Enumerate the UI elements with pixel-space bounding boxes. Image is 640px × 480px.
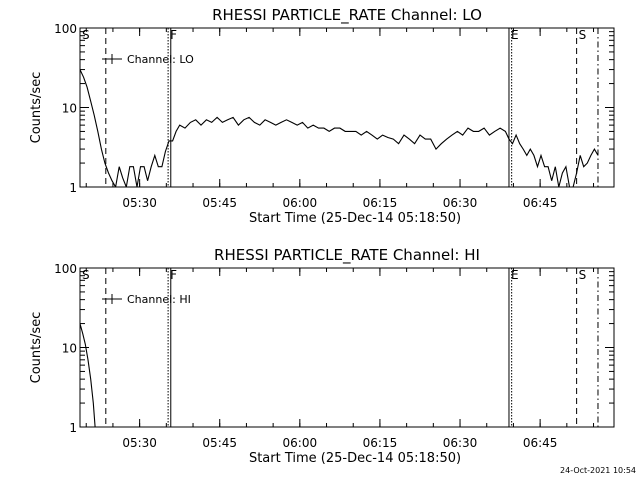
event-marker-label: E (511, 268, 519, 282)
y-axis-label: Counts/sec (29, 312, 44, 384)
x-tick-label: 05:45 (202, 436, 237, 450)
plot-frame (79, 267, 615, 428)
x-tick-label: 06:00 (283, 196, 318, 210)
y-tick-label: 100 (54, 262, 77, 276)
chart-title: RHESSI PARTICLE_RATE Channel: HI (214, 246, 480, 265)
event-marker-label: F (170, 28, 177, 42)
legend: Channel: LO (102, 53, 194, 66)
chart-panel-2: RHESSI PARTICLE_RATE Channel: HI 1 10 100 05… (29, 246, 615, 466)
legend: Channel: HI (102, 293, 191, 306)
event-marker-label: S (579, 268, 587, 282)
event-marker-label: F (170, 268, 177, 282)
y-tick-label: 10 (62, 102, 77, 116)
x-tick-label: 06:15 (363, 196, 398, 210)
y-tick-label: 100 (54, 22, 77, 36)
x-tick-label: 06:45 (523, 436, 558, 450)
y-axis-label: Counts/sec (29, 72, 44, 144)
event-marker-label: E (511, 28, 519, 42)
y-tick-label: 1 (69, 181, 77, 195)
y-tick-label: 1 (69, 421, 77, 435)
event-marker-label: S (82, 28, 90, 42)
x-axis-label: Start Time (25-Dec-14 05:18:50) (249, 211, 461, 226)
x-tick-label: 06:30 (443, 436, 478, 450)
legend-entry: Channel: LO (127, 53, 194, 66)
chart-panel-1: RHESSI PARTICLE_RATE Channel: LO 1 10 100 05… (29, 6, 615, 226)
y-tick-label: 10 (62, 342, 77, 356)
x-tick-label: 05:30 (122, 436, 157, 450)
x-tick-label: 05:45 (202, 196, 237, 210)
footer-timestamp: 24-Oct-2021 10:54 (560, 466, 636, 475)
x-tick-label: 05:30 (122, 196, 157, 210)
x-tick-label: 06:30 (443, 196, 478, 210)
series-line (80, 323, 96, 427)
series-line (80, 69, 599, 187)
x-axis-label: Start Time (25-Dec-14 05:18:50) (249, 451, 461, 466)
event-marker-label: S (579, 28, 587, 42)
x-tick-label: 06:15 (363, 436, 398, 450)
event-marker-label: S (82, 268, 90, 282)
x-tick-label: 06:00 (283, 436, 318, 450)
x-tick-label: 06:45 (523, 196, 558, 210)
chart-title: RHESSI PARTICLE_RATE Channel: LO (212, 6, 482, 25)
plot-frame (79, 27, 615, 188)
legend-entry: Channel: HI (127, 293, 191, 306)
